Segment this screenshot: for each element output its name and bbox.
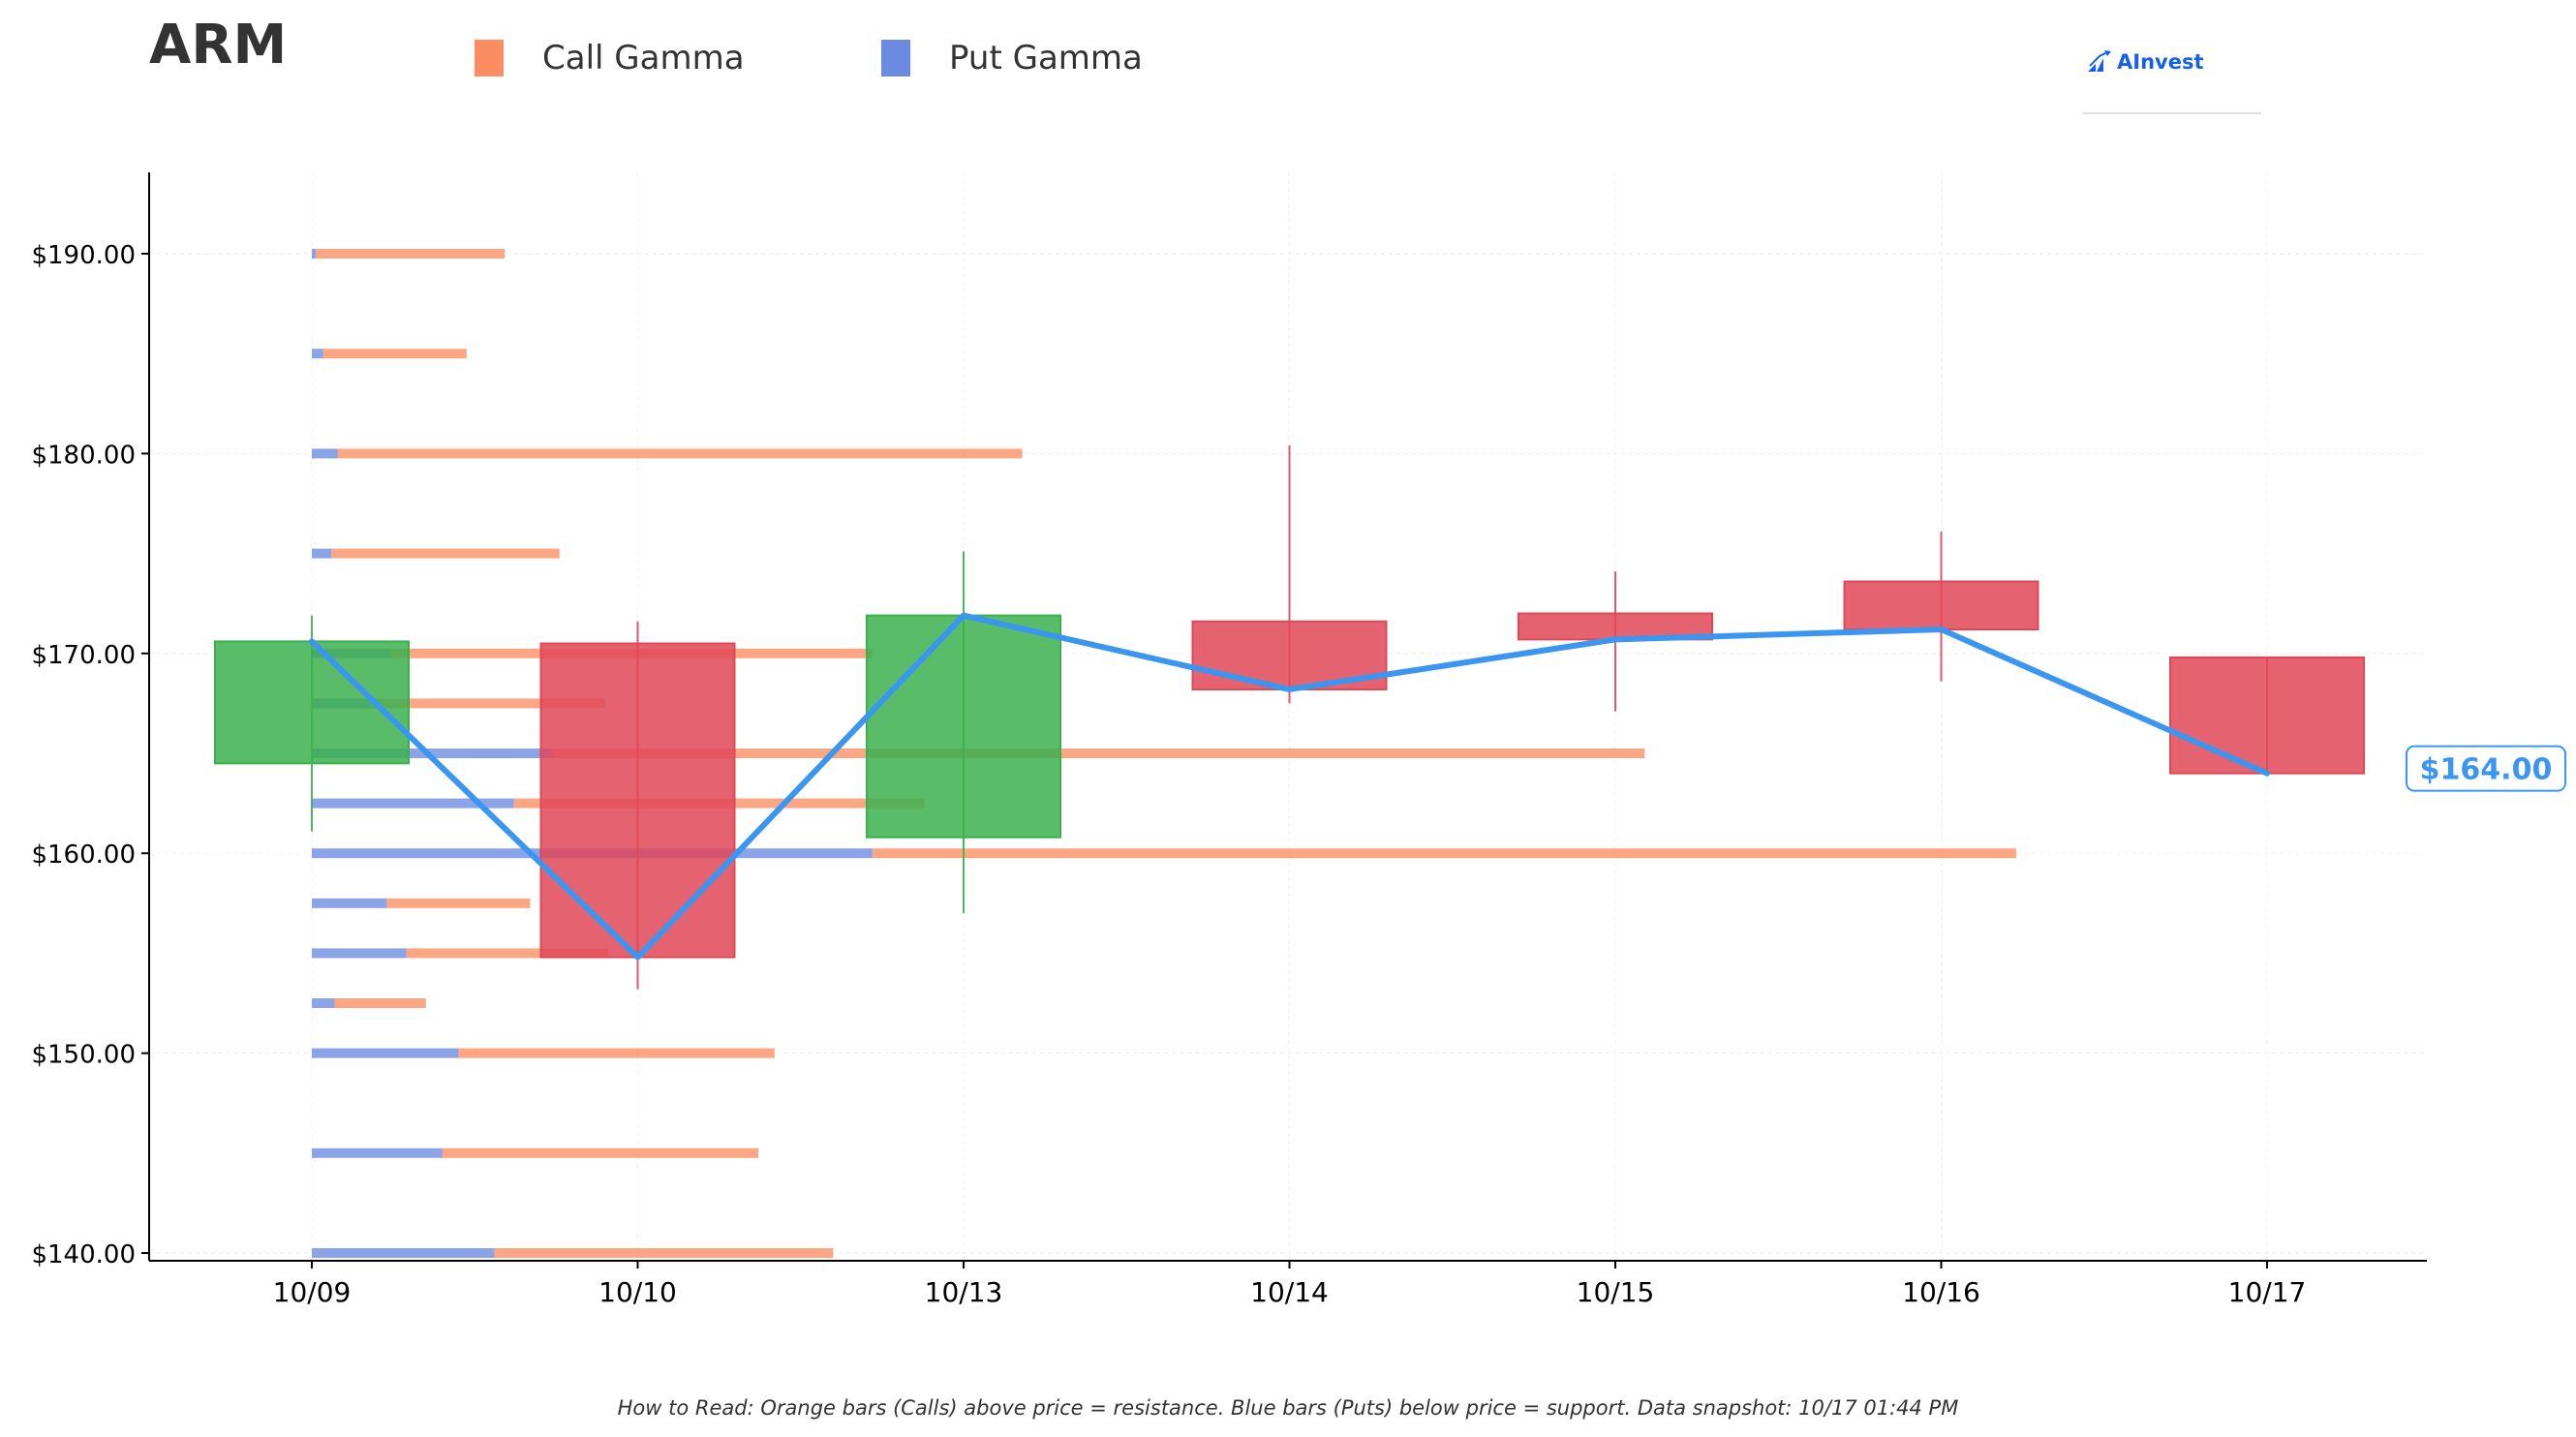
put-gamma-bar <box>312 1248 495 1258</box>
y-tick-label: $160.00 <box>31 841 136 870</box>
call-gamma-bar <box>322 349 467 359</box>
candle-body <box>1843 580 2039 631</box>
axes: $140.00 $150.00 $160.00 $170.00 $180.00 $190.… <box>31 172 2427 1308</box>
call-gamma-bar <box>377 698 605 709</box>
put-gamma-bar <box>312 948 407 959</box>
chart-logo-icon <box>2088 50 2111 72</box>
y-tick-label: $170.00 <box>31 641 136 670</box>
call-gamma-bar <box>494 1248 834 1258</box>
last-price-label: $164.00 <box>2420 753 2553 787</box>
x-tick-label: 10/16 <box>1902 1276 1980 1308</box>
put-gamma-bar <box>312 898 387 908</box>
x-tick-label: 10/14 <box>1250 1276 1329 1308</box>
legend-put-label: Put Gamma <box>949 39 1143 77</box>
legend-call-label: Call Gamma <box>542 39 745 77</box>
y-tick-label: $180.00 <box>31 441 136 470</box>
put-gamma-bar <box>312 349 323 359</box>
call-gamma-bar <box>872 848 2016 859</box>
call-gamma-bar <box>553 749 1645 758</box>
put-gamma-bar <box>312 749 554 758</box>
y-tick-label: $190.00 <box>31 241 136 270</box>
ticker-title: ARM <box>149 14 288 76</box>
x-tick-label: 10/13 <box>925 1276 1003 1308</box>
put-gamma-bar <box>312 798 514 809</box>
call-gamma-bar <box>316 249 506 259</box>
put-swatch-icon <box>881 40 910 76</box>
put-gamma-bar <box>312 249 317 259</box>
put-gamma-bar <box>312 998 335 1008</box>
put-gamma-bar <box>312 448 338 459</box>
y-tick-label: $150.00 <box>31 1041 136 1070</box>
candle-body <box>2169 656 2365 775</box>
x-tick-label: 10/10 <box>598 1276 677 1308</box>
x-tick-label: 10/17 <box>2228 1276 2307 1308</box>
footnote: How to Read: Orange bars (Calls) above p… <box>617 1396 1959 1420</box>
call-gamma-bar <box>334 998 426 1008</box>
price-line <box>309 612 2270 961</box>
call-gamma-bar <box>331 548 560 559</box>
brand-logo: AInvest <box>2082 39 2261 114</box>
call-gamma-bar <box>406 948 609 959</box>
price-line-group: $164.00 <box>309 612 2566 961</box>
legend-call-gamma: Call Gamma <box>475 39 745 77</box>
call-gamma-bar <box>386 898 531 908</box>
x-tick-label: 10/09 <box>273 1276 352 1308</box>
x-tick-label: 10/15 <box>1577 1276 1655 1308</box>
call-gamma-bar <box>442 1147 759 1158</box>
legend-put-gamma: Put Gamma <box>881 39 1143 77</box>
last-price-badge <box>2406 745 2566 792</box>
grid-lines <box>149 172 2427 1261</box>
candle-body <box>539 642 736 959</box>
call-gamma-bar <box>458 1048 775 1058</box>
put-gamma-bar <box>312 1147 443 1158</box>
call-gamma-bar <box>337 448 1023 459</box>
candle-body <box>866 614 1061 839</box>
call-swatch-icon <box>475 40 504 76</box>
put-gamma-bar <box>312 548 332 559</box>
put-gamma-bar <box>312 1048 459 1058</box>
y-tick-label: $140.00 <box>31 1240 136 1269</box>
candle-body <box>214 640 410 765</box>
brand-name: AInvest <box>2117 50 2204 74</box>
gamma-candlestick-chart: $164.00 $140.00 $150.00 $160.00 $170.00 $180… <box>31 172 2566 1308</box>
